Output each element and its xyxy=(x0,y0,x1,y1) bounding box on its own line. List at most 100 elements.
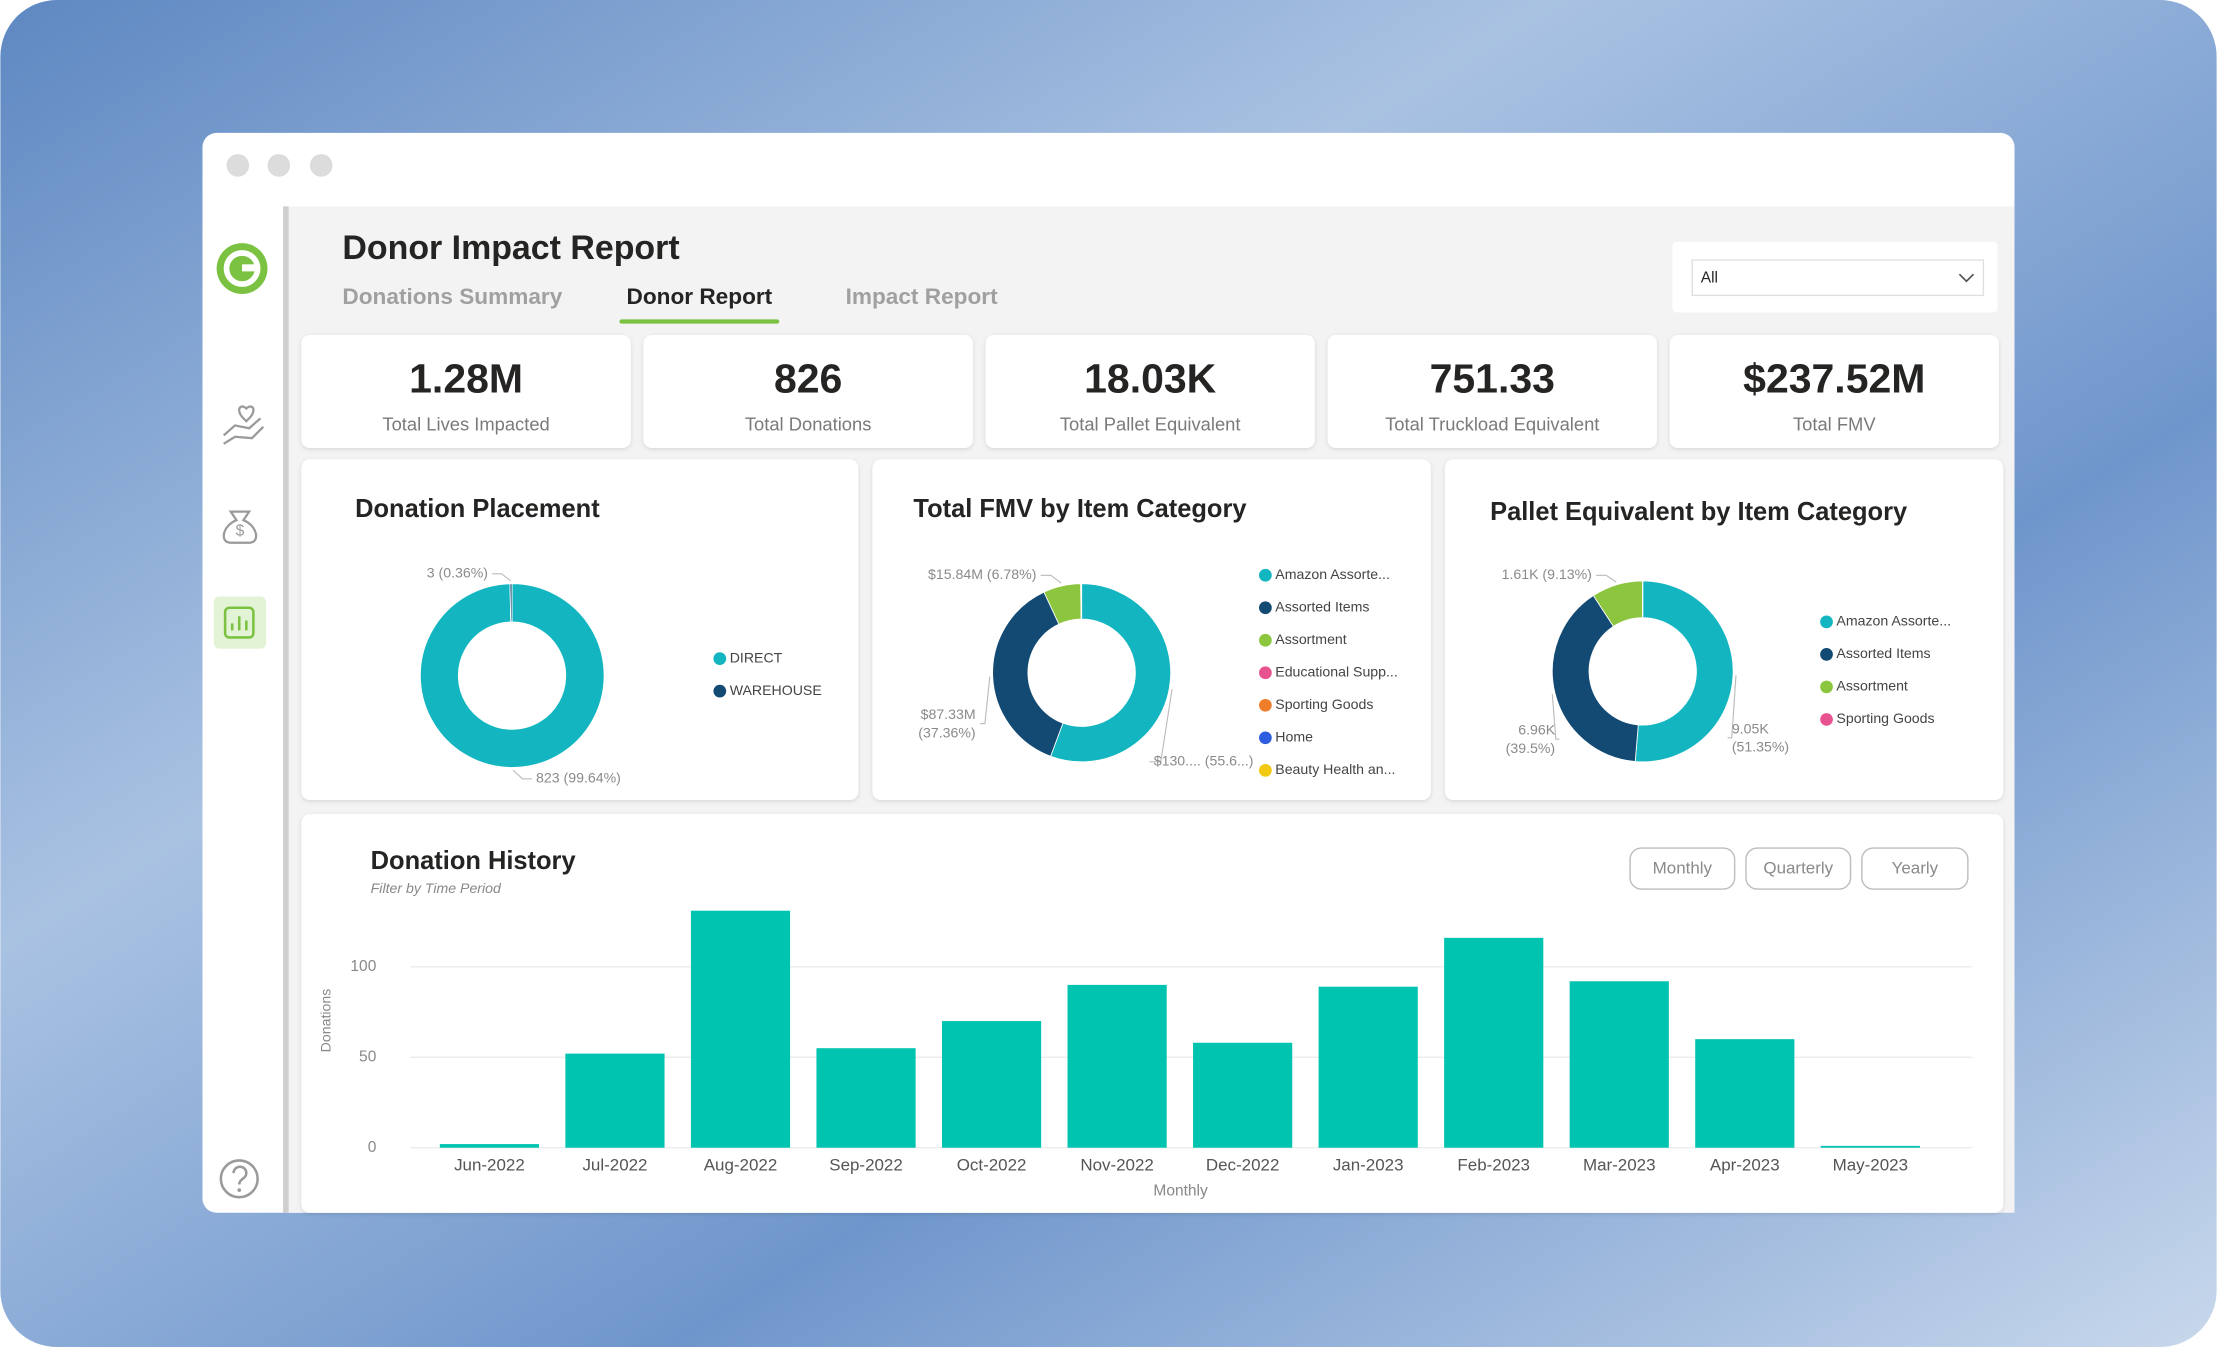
x-tick-label: Feb-2023 xyxy=(1457,1156,1530,1175)
leader-line xyxy=(1596,574,1617,583)
report-icon[interactable] xyxy=(213,596,267,649)
kpi-value: $237.52M xyxy=(1743,355,1925,401)
data-label: 3 (0.36%) xyxy=(427,565,488,581)
donut-slice xyxy=(1551,594,1639,762)
legend-marker xyxy=(1259,568,1272,582)
x-tick-label: Sep-2022 xyxy=(829,1156,903,1175)
tab[interactable]: Impact Report xyxy=(846,284,998,309)
leader-line xyxy=(1149,688,1173,763)
x-tick-label: Mar-2023 xyxy=(1583,1156,1656,1175)
bar xyxy=(1444,937,1544,1148)
data-label: 9.05K (51.35%) xyxy=(1732,720,1789,754)
logo[interactable] xyxy=(216,243,268,294)
x-tick-label: May-2023 xyxy=(1833,1156,1908,1175)
y-tick-label: 50 xyxy=(359,1048,377,1065)
leader-line xyxy=(512,769,532,780)
filter-dropdown[interactable]: All xyxy=(1691,259,1985,297)
legend-label: Assortment xyxy=(1836,678,1908,694)
bar xyxy=(1820,1145,1920,1148)
bar xyxy=(1318,986,1418,1148)
legend-label: Home xyxy=(1275,729,1313,745)
kpi-card xyxy=(301,334,631,449)
leader-line xyxy=(1727,675,1737,739)
y-tick-label: 0 xyxy=(368,1139,377,1156)
leader-line xyxy=(492,573,512,582)
bar xyxy=(941,1021,1042,1148)
bar xyxy=(1067,984,1167,1148)
legend-marker xyxy=(1820,615,1833,629)
bar xyxy=(816,1048,916,1148)
window-dot xyxy=(226,154,250,177)
leader-line xyxy=(1551,694,1560,740)
kpi-card xyxy=(643,334,973,449)
filter-value[interactable]: All xyxy=(1701,270,1718,287)
funds-icon[interactable]: $ xyxy=(222,510,258,544)
x-tick-label: Jan-2023 xyxy=(1333,1156,1404,1175)
legend-marker xyxy=(1259,601,1272,615)
donations-icon[interactable] xyxy=(222,405,265,445)
donut-slice xyxy=(509,583,513,623)
tab[interactable]: Donations Summary xyxy=(342,284,562,309)
legend-marker xyxy=(713,684,727,698)
help-icon[interactable] xyxy=(219,1159,259,1199)
legend-label: Sporting Goods xyxy=(1836,710,1934,726)
chart-title: Donation History xyxy=(371,847,577,875)
bar xyxy=(1695,1039,1795,1148)
kpi-value: 826 xyxy=(774,355,842,401)
bar xyxy=(1193,1042,1293,1148)
legend-label: Assortment xyxy=(1275,631,1347,647)
legend-label: WAREHOUSE xyxy=(730,682,822,698)
y-axis-label: Donations xyxy=(318,989,334,1053)
bar xyxy=(565,1053,665,1148)
kpi-value: 1.28M xyxy=(409,355,523,401)
legend-marker xyxy=(1820,648,1833,661)
donut-slice xyxy=(1634,580,1734,763)
kpi-label: Total Pallet Equivalent xyxy=(1060,413,1241,434)
donut-slice xyxy=(419,583,605,768)
legend-label: Amazon Assorte... xyxy=(1275,566,1390,582)
legend-label: DIRECT xyxy=(730,649,783,665)
donut-slice xyxy=(1050,583,1172,763)
data-label: $87.33M (37.36%) xyxy=(918,706,975,740)
report-title: Donor Impact Report xyxy=(342,229,679,267)
legend-marker xyxy=(713,652,727,666)
kpi-value: 751.33 xyxy=(1430,355,1555,401)
legend-marker xyxy=(1259,633,1272,647)
x-tick-label: Apr-2023 xyxy=(1710,1156,1780,1175)
legend-marker xyxy=(1259,698,1272,712)
kpi-value: 18.03K xyxy=(1084,355,1217,401)
data-label: 1.61K (9.13%) xyxy=(1502,566,1592,582)
x-tick-label: Jun-2022 xyxy=(454,1156,525,1175)
tab-underline xyxy=(619,319,780,324)
filter-button[interactable] xyxy=(1745,847,1852,890)
x-tick-label: Jul-2022 xyxy=(582,1156,647,1175)
x-tick-label: Oct-2022 xyxy=(957,1156,1027,1175)
leader-line xyxy=(1040,574,1062,584)
data-label: $130.... (55.6...) xyxy=(1154,753,1254,769)
filter-button[interactable] xyxy=(1629,847,1736,890)
window-dot xyxy=(267,154,291,177)
bar xyxy=(1569,981,1669,1148)
legend-label: Beauty Health an... xyxy=(1275,761,1395,777)
x-tick-label: Nov-2022 xyxy=(1080,1156,1154,1175)
legend-marker xyxy=(1820,680,1833,694)
x-tick-label: Aug-2022 xyxy=(704,1156,778,1175)
legend-label: Sporting Goods xyxy=(1275,696,1373,712)
legend-label: Educational Supp... xyxy=(1275,664,1398,680)
filter-button-label[interactable]: Quarterly xyxy=(1763,859,1833,878)
filter-button[interactable] xyxy=(1861,847,1969,890)
x-tick-label: Dec-2022 xyxy=(1206,1156,1280,1175)
donut-slice xyxy=(992,591,1064,757)
kpi-card xyxy=(985,334,1315,449)
window-dot xyxy=(309,154,333,177)
kpi-label: Total Donations xyxy=(745,413,872,434)
chart-title: Donation Placement xyxy=(355,495,600,523)
bar xyxy=(439,1144,540,1148)
filter-button-label[interactable]: Monthly xyxy=(1653,859,1713,878)
legend-marker xyxy=(1259,666,1272,680)
tab[interactable]: Donor Report xyxy=(627,284,773,309)
leader-line xyxy=(979,676,991,725)
filter-button-label[interactable]: Yearly xyxy=(1892,859,1939,878)
chart-title: Pallet Equivalent by Item Category xyxy=(1490,498,1908,526)
